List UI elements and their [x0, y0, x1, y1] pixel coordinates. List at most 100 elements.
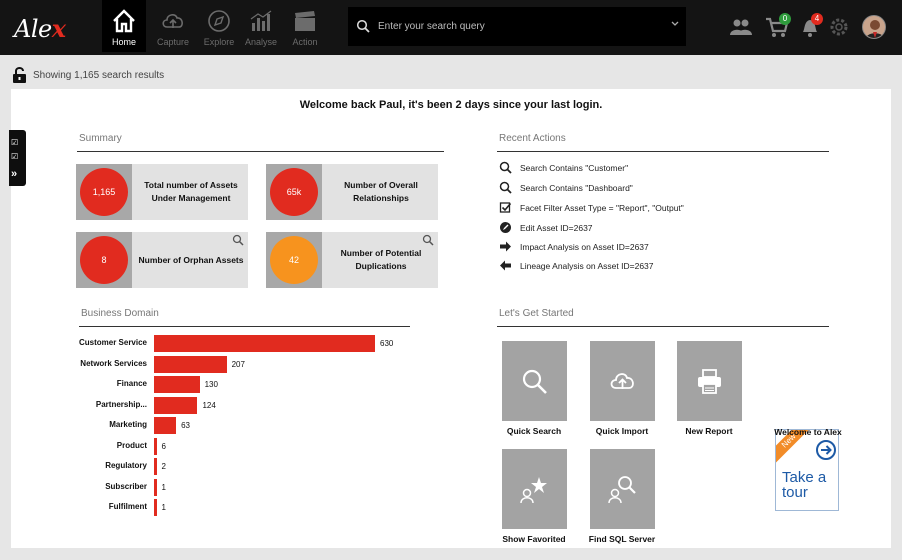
magnifier-icon[interactable]: [422, 234, 434, 246]
bar-value-label: 2: [161, 462, 166, 471]
take-a-tour-line-1: Take a: [782, 469, 827, 486]
new-report-tile[interactable]: [677, 341, 742, 421]
search-icon[interactable]: [356, 19, 370, 33]
search-icon: [499, 161, 512, 174]
new-report-label[interactable]: New Report: [685, 426, 733, 436]
card-metric-box: 65k: [266, 164, 322, 220]
recent-action-item[interactable]: Impact Analysis on Asset ID=2637: [499, 240, 649, 253]
show-favorited-tile[interactable]: [502, 449, 567, 529]
card-label: Total number of Assets Under Management: [144, 180, 238, 203]
recent-action-item[interactable]: Search Contains "Customer": [499, 161, 628, 174]
bar-chart-icon: [250, 10, 272, 31]
nav-home[interactable]: Home: [102, 0, 146, 52]
unlock-icon[interactable]: [12, 66, 27, 84]
user-avatar[interactable]: [862, 15, 886, 39]
bar[interactable]: [154, 417, 177, 434]
notifications-count-badge: 4: [811, 13, 823, 25]
recent-action-text: Impact Analysis on Asset ID=2637: [520, 241, 649, 252]
business-domain-divider: [79, 326, 410, 327]
search-results-summary: Showing 1,165 search results: [12, 65, 164, 85]
bar-category-label: Product: [116, 440, 147, 450]
bar[interactable]: [154, 335, 375, 352]
bar-value-label: 124: [202, 400, 216, 410]
nav-label: Action: [292, 37, 318, 47]
card-metric-value: 8: [80, 236, 128, 284]
bar[interactable]: [154, 355, 227, 373]
side-panel-toggle[interactable]: ☑ ☑ »: [9, 130, 26, 186]
edit-icon: [500, 222, 511, 233]
take-a-tour-text: Take a tour: [782, 470, 826, 500]
card-metric-value: 1,165: [80, 168, 128, 216]
quick-import-tile[interactable]: [590, 341, 655, 421]
recent-action-item[interactable]: Facet Filter Asset Type = "Report", "Out…: [499, 201, 684, 214]
user-photo-icon: [863, 16, 885, 38]
user-star-icon: [520, 477, 547, 504]
take-a-tour-tile[interactable]: New Take a tour: [775, 429, 839, 511]
recent-actions-title: Recent Actions: [499, 133, 566, 144]
nav-label: Capture: [156, 37, 190, 47]
nav-label: Explore: [203, 37, 235, 47]
bar[interactable]: [154, 458, 157, 475]
recent-action-item[interactable]: Edit Asset ID=2637: [499, 221, 593, 234]
search-input[interactable]: [378, 17, 658, 35]
gear-icon[interactable]: [826, 14, 852, 40]
get-started-title: Let's Get Started: [499, 308, 574, 319]
quick-search-label[interactable]: Quick Search: [506, 426, 562, 436]
find-sql-server-tile[interactable]: [590, 449, 655, 529]
bar[interactable]: [154, 499, 157, 516]
get-started-divider: [497, 326, 829, 327]
bar[interactable]: [154, 396, 198, 414]
cart-count-badge: 0: [779, 13, 791, 25]
bar-category-label: Fulfilment: [108, 502, 147, 511]
users-icon[interactable]: [728, 14, 754, 40]
magnifier-icon[interactable]: [232, 234, 244, 246]
recent-action-item[interactable]: Lineage Analysis on Asset ID=2637: [499, 259, 654, 272]
summary-divider: [77, 151, 444, 152]
summary-card-relationships[interactable]: 65k Number of Overall Relationships: [266, 164, 438, 220]
recent-action-text: Search Contains "Dashboard": [520, 182, 633, 193]
recent-action-text: Facet Filter Asset Type = "Report", "Out…: [520, 202, 684, 213]
compass-icon: [208, 10, 230, 32]
bar-category-label: Regulatory: [105, 461, 147, 470]
bar-value-label: 6: [161, 441, 166, 451]
checkbox-icon: [499, 202, 512, 213]
summary-card-total-assets[interactable]: 1,165 Total number of Assets Under Manag…: [76, 164, 248, 220]
results-count-text: Showing 1,165 search results: [33, 69, 165, 81]
card-label: Number of Overall Relationships: [344, 180, 418, 203]
nav-label: Home: [111, 37, 136, 47]
find-sql-server-label[interactable]: Find SQL Server: [588, 534, 656, 544]
quick-import-label[interactable]: Quick Import: [595, 426, 649, 436]
welcome-to-alex-label[interactable]: Welcome to Alex: [774, 427, 842, 437]
clapperboard-icon: [295, 11, 315, 31]
cloud-upload-icon: [610, 373, 634, 389]
recent-action-item[interactable]: Search Contains "Dashboard": [499, 181, 633, 194]
nav-explore[interactable]: Explore: [197, 0, 241, 52]
alex-logo[interactable]: Alex: [14, 14, 66, 43]
show-favorited-label[interactable]: Show Favorited: [502, 534, 566, 544]
card-metric-value: 42: [270, 236, 318, 284]
arrow-right-icon: [500, 241, 511, 252]
bar-category-label: Customer Service: [78, 338, 147, 347]
checkbox-icon: ☑: [11, 152, 19, 161]
bar-value-label: 1: [161, 482, 166, 492]
user-search-icon: [608, 476, 636, 504]
printer-icon: [698, 369, 721, 394]
nav-capture[interactable]: Capture: [151, 0, 195, 52]
bar[interactable]: [154, 376, 200, 393]
arrow-circle-right-icon: [816, 440, 836, 460]
summary-card-orphan-assets[interactable]: 8 Number of Orphan Assets: [76, 232, 248, 288]
nav-analyse[interactable]: Analyse: [239, 0, 283, 52]
bar[interactable]: [154, 478, 157, 496]
recent-action-text: Lineage Analysis on Asset ID=2637: [520, 260, 654, 271]
bar[interactable]: [154, 437, 157, 455]
summary-card-duplications[interactable]: 42 Number of Potential Duplications: [266, 232, 438, 288]
chevron-down-icon[interactable]: [670, 19, 680, 29]
search-icon: [522, 369, 547, 394]
card-metric-box: 42: [266, 232, 322, 288]
summary-title: Summary: [79, 133, 122, 144]
quick-search-tile[interactable]: [502, 341, 567, 421]
business-domain-title: Business Domain: [81, 308, 159, 319]
top-navigation-bar: Alex Home Capture Explore Analyse Action…: [0, 0, 902, 55]
bar-category-label: Subscriber: [105, 481, 147, 491]
nav-action[interactable]: Action: [283, 0, 327, 52]
